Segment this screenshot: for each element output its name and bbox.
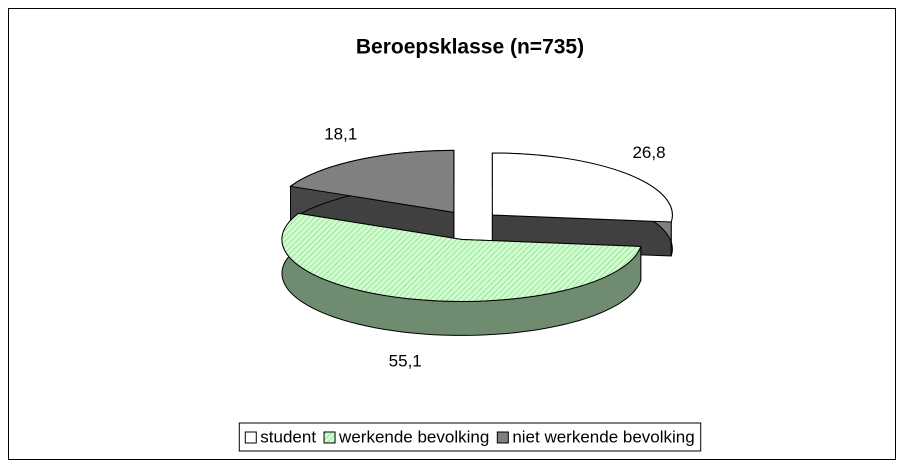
legend-swatch xyxy=(244,431,257,444)
data-label: 55,1 xyxy=(389,352,422,371)
legend: student werkende bevolking niet werkende b… xyxy=(238,422,702,452)
legend-swatch xyxy=(323,431,336,444)
pie-slice xyxy=(289,149,455,213)
data-label: 26,8 xyxy=(632,143,665,162)
data-label: 18,1 xyxy=(324,124,357,143)
legend-swatch xyxy=(496,431,509,444)
legend-box xyxy=(238,422,702,452)
pie-slice xyxy=(281,212,642,302)
legend-label: student xyxy=(260,427,316,446)
pie-slice xyxy=(491,152,673,223)
legend-label: werkende bevolking xyxy=(338,427,489,446)
legend-label: niet werkende bevolking xyxy=(512,427,694,446)
chart-title: Beroepsklasse (n=735) xyxy=(356,36,584,59)
